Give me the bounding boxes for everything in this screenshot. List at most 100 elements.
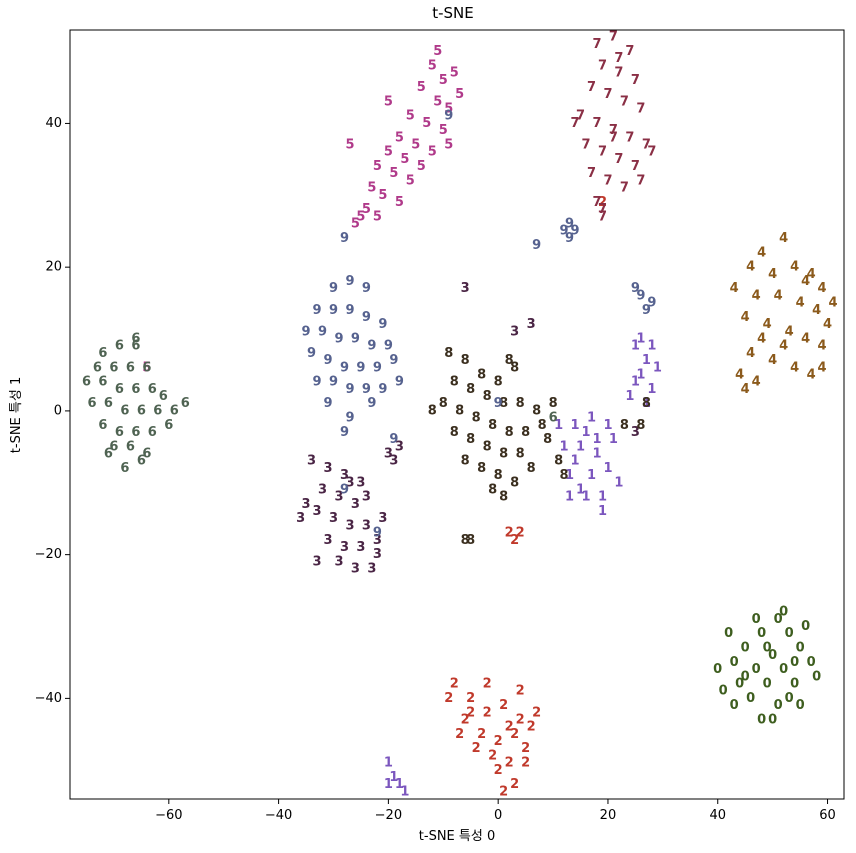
point-digit-9: 9 <box>378 382 387 397</box>
point-digit-4: 4 <box>746 260 755 275</box>
point-digit-3: 3 <box>323 533 332 548</box>
x-tick-label: 0 <box>494 808 502 823</box>
point-digit-9: 9 <box>334 332 343 347</box>
point-digit-8: 8 <box>444 346 453 361</box>
y-tick-label: 20 <box>45 260 62 275</box>
y-tick-label: 40 <box>45 116 62 131</box>
point-digit-9: 9 <box>384 339 393 354</box>
point-digit-8: 8 <box>494 375 503 390</box>
point-digit-3: 3 <box>351 562 360 577</box>
point-digit-5: 5 <box>395 130 404 145</box>
point-digit-3: 3 <box>351 497 360 512</box>
x-tick-label: 60 <box>819 808 836 823</box>
point-digit-7: 7 <box>642 138 651 153</box>
point-digit-1: 1 <box>647 382 656 397</box>
point-digit-3: 3 <box>362 490 371 505</box>
point-digit-9: 9 <box>323 353 332 368</box>
point-digit-4: 4 <box>752 375 761 390</box>
point-digit-9: 9 <box>340 425 349 440</box>
point-digit-2: 2 <box>521 741 530 756</box>
y-tick-label: −20 <box>35 547 62 562</box>
point-digit-2: 2 <box>466 691 475 706</box>
point-digit-7: 7 <box>576 109 585 124</box>
point-digit-3: 3 <box>323 461 332 476</box>
point-digit-4: 4 <box>757 332 766 347</box>
point-digit-5: 5 <box>439 123 448 138</box>
point-digit-9: 9 <box>312 375 321 390</box>
point-digit-8: 8 <box>455 403 464 418</box>
point-digit-6: 6 <box>131 339 140 354</box>
point-digit-1: 1 <box>384 756 393 771</box>
point-digit-5: 5 <box>428 58 437 73</box>
point-digit-1: 1 <box>631 339 640 354</box>
point-digit-4: 4 <box>817 339 826 354</box>
point-digit-9: 9 <box>301 324 310 339</box>
point-digit-9: 9 <box>340 360 349 375</box>
point-digit-7: 7 <box>636 102 645 117</box>
point-digit-0: 0 <box>735 677 744 692</box>
point-digit-2: 2 <box>494 734 503 749</box>
point-digit-5: 5 <box>367 181 376 196</box>
point-digit-6: 6 <box>131 382 140 397</box>
point-digit-8: 8 <box>488 418 497 433</box>
point-digit-5: 5 <box>455 87 464 102</box>
x-tick-label: 20 <box>600 808 617 823</box>
point-digit-8: 8 <box>428 403 437 418</box>
point-digit-3: 3 <box>631 425 640 440</box>
point-digit-7: 7 <box>620 181 629 196</box>
point-digit-9: 9 <box>312 303 321 318</box>
point-digit-6: 6 <box>115 382 124 397</box>
point-digit-1: 1 <box>576 439 585 454</box>
point-digit-9: 9 <box>329 303 338 318</box>
point-digit-0: 0 <box>757 626 766 641</box>
point-digit-8: 8 <box>483 389 492 404</box>
x-tick-label: −40 <box>265 808 292 823</box>
point-digit-7: 7 <box>581 138 590 153</box>
point-digit-5: 5 <box>406 109 415 124</box>
point-digit-6: 6 <box>98 346 107 361</box>
point-digit-6: 6 <box>115 339 124 354</box>
point-digit-7: 7 <box>598 145 607 160</box>
point-digit-9: 9 <box>307 346 316 361</box>
point-digit-1: 1 <box>614 475 623 490</box>
point-digit-8: 8 <box>527 461 536 476</box>
point-digit-0: 0 <box>779 662 788 677</box>
point-digit-0: 0 <box>785 691 794 706</box>
point-digit-9: 9 <box>647 296 656 311</box>
point-digit-4: 4 <box>790 260 799 275</box>
point-digit-4: 4 <box>817 281 826 296</box>
point-digit-3: 3 <box>373 547 382 562</box>
point-digit-4: 4 <box>774 288 783 303</box>
point-digit-8: 8 <box>472 411 481 426</box>
point-digit-5: 5 <box>384 94 393 109</box>
point-digit-5: 5 <box>411 138 420 153</box>
point-digit-5: 5 <box>433 44 442 59</box>
point-digit-3: 3 <box>312 504 321 519</box>
point-digit-1: 1 <box>384 777 393 792</box>
plot-frame <box>69 29 845 800</box>
point-digit-9: 9 <box>636 288 645 303</box>
point-digit-2: 2 <box>488 748 497 763</box>
point-digit-0: 0 <box>790 677 799 692</box>
point-digit-8: 8 <box>461 533 470 548</box>
point-digit-9: 9 <box>318 324 327 339</box>
point-digit-4: 4 <box>779 231 788 246</box>
point-digit-5: 5 <box>389 166 398 181</box>
point-digit-6: 6 <box>87 396 96 411</box>
point-digit-1: 1 <box>400 784 409 799</box>
point-digit-3: 3 <box>334 554 343 569</box>
point-digit-9: 9 <box>345 411 354 426</box>
point-digit-7: 7 <box>570 116 579 131</box>
point-digit-7: 7 <box>587 166 596 181</box>
point-digit-8: 8 <box>554 454 563 469</box>
point-digit-1: 1 <box>587 411 596 426</box>
point-digit-6: 6 <box>98 418 107 433</box>
point-digit-9: 9 <box>345 274 354 289</box>
point-digit-9: 9 <box>329 281 338 296</box>
point-digit-9: 9 <box>389 432 398 447</box>
point-digit-0: 0 <box>812 669 821 684</box>
point-digit-6: 6 <box>549 411 558 426</box>
point-digit-9: 9 <box>351 332 360 347</box>
point-digit-8: 8 <box>483 439 492 454</box>
